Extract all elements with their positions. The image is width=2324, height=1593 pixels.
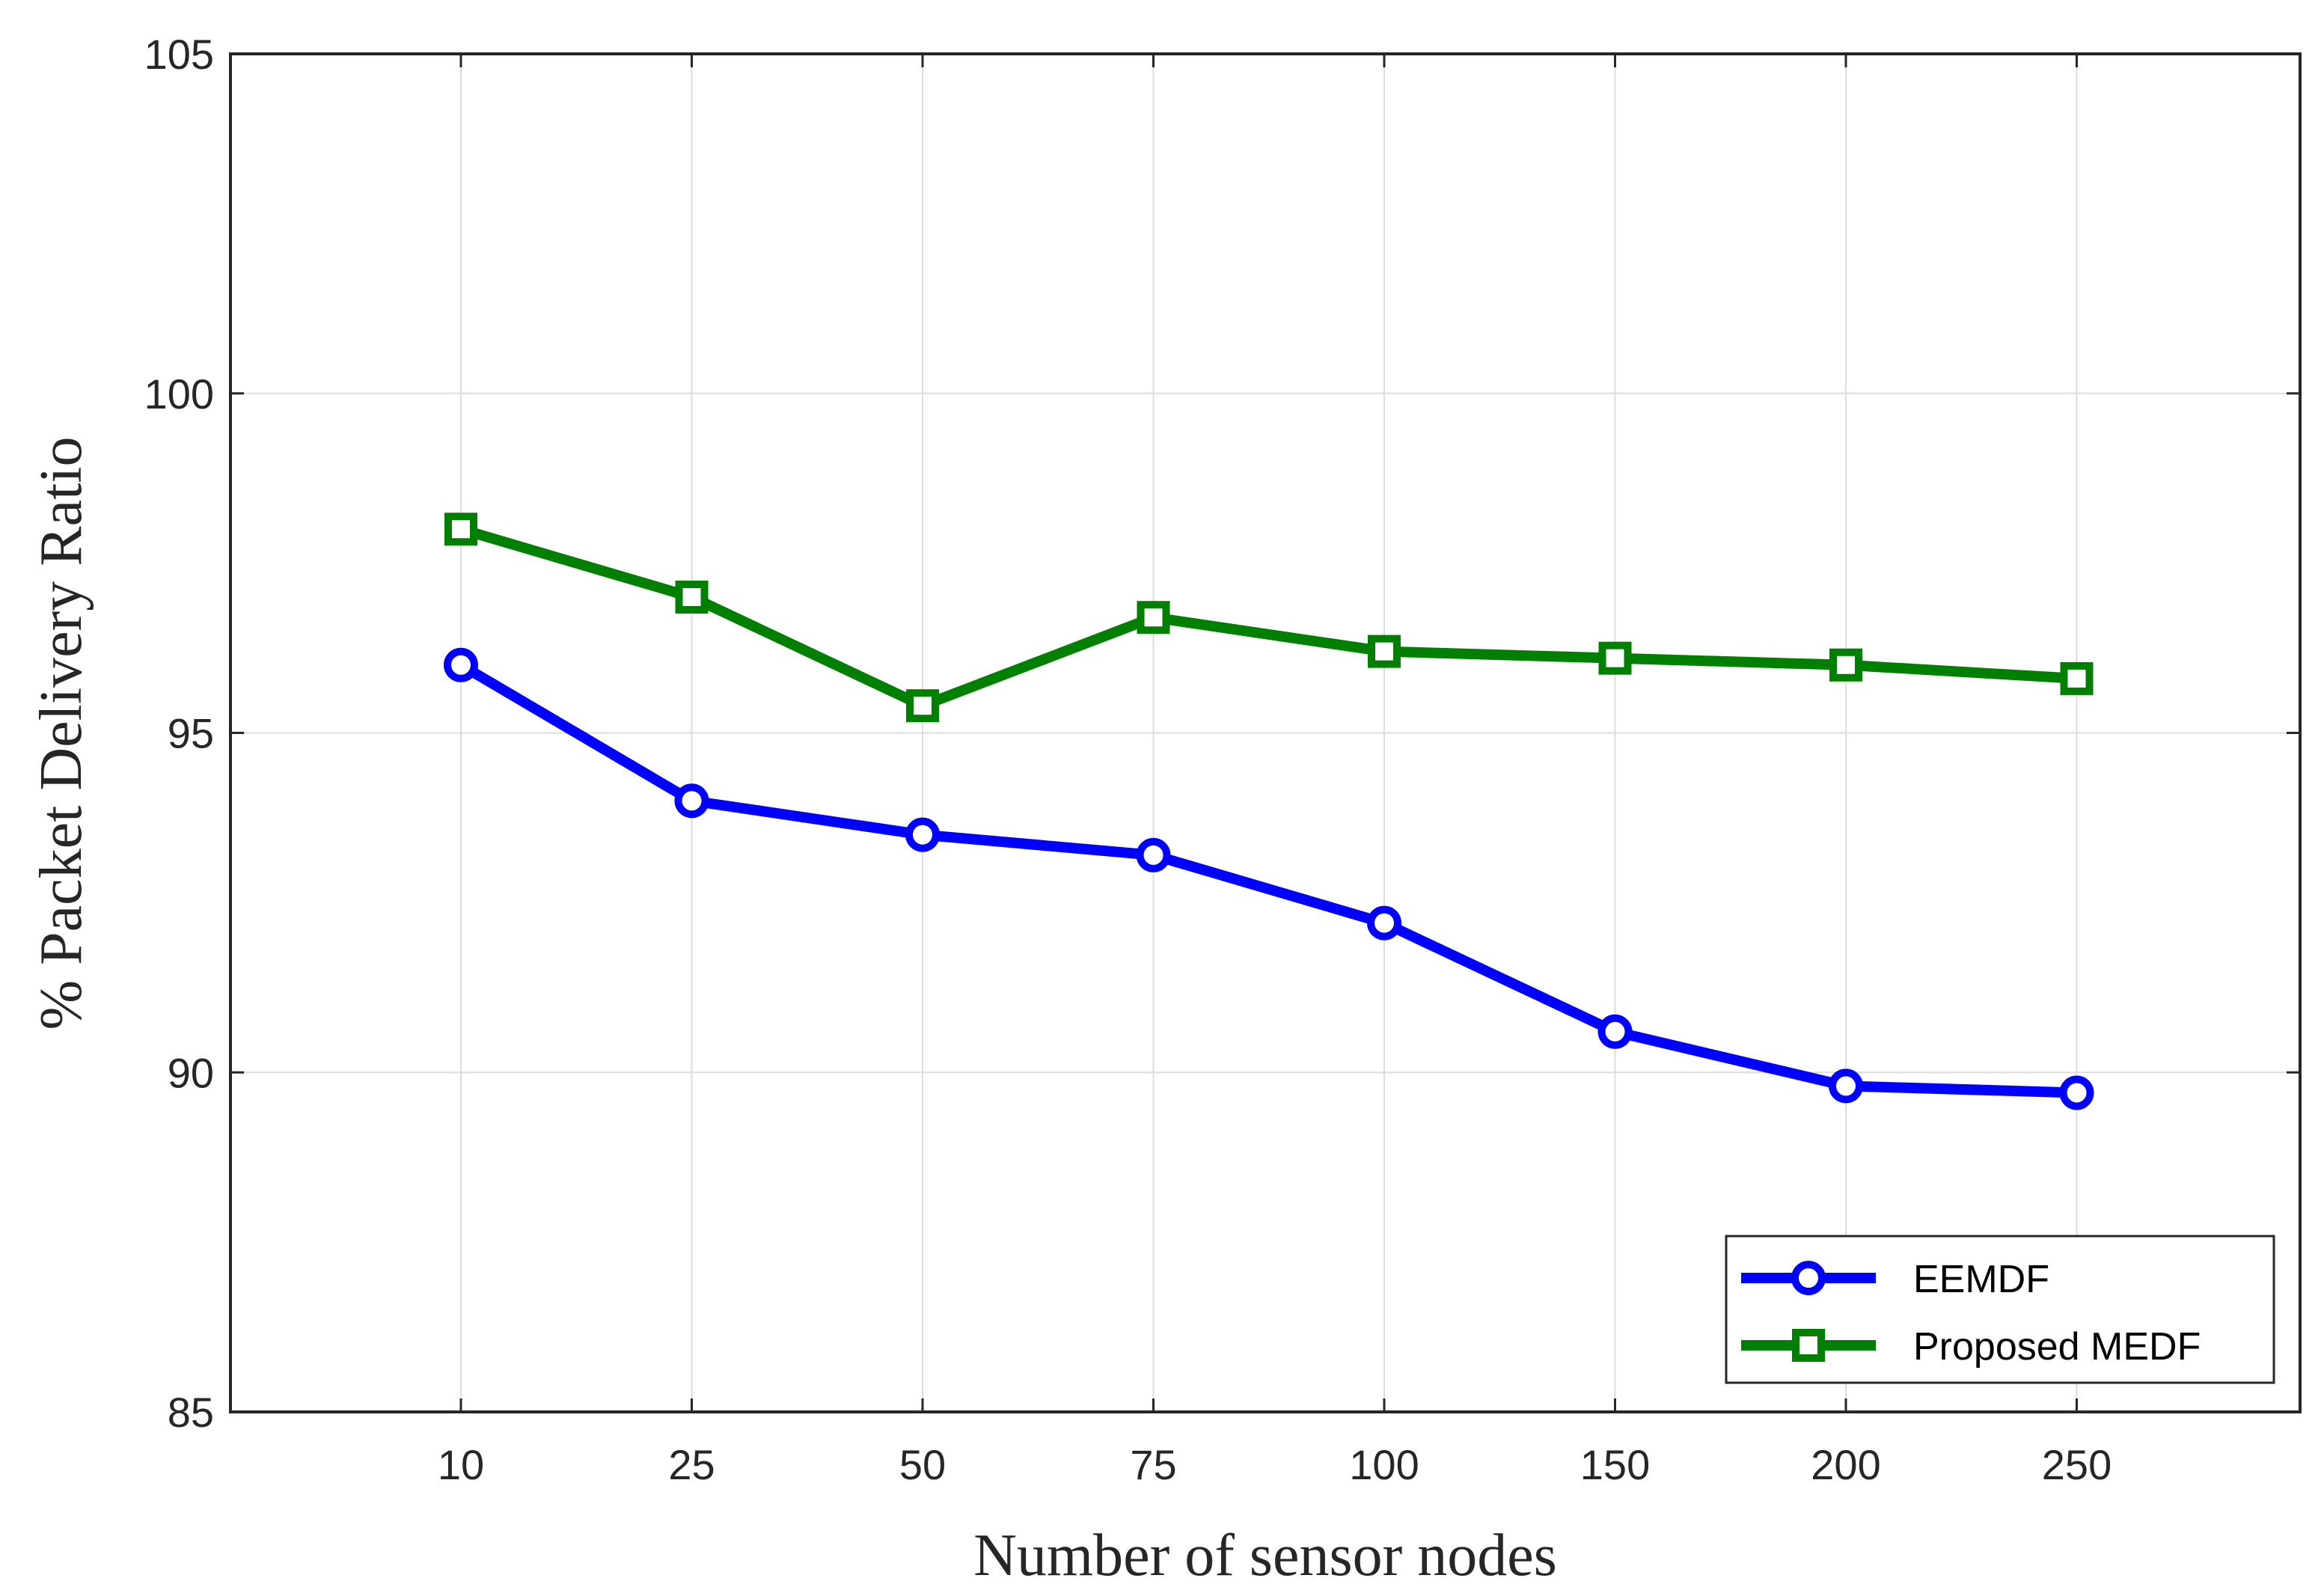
x-tick-label: 25	[668, 1441, 715, 1488]
y-tick-label: 90	[168, 1049, 214, 1096]
x-tick-label: 75	[1130, 1441, 1176, 1488]
y-tick-label: 105	[144, 31, 214, 78]
x-tick-label: 250	[2042, 1441, 2112, 1488]
data-point	[444, 647, 478, 682]
legend-marker	[1791, 1261, 1826, 1295]
data-point	[1368, 635, 1401, 668]
x-tick-label: 50	[899, 1441, 946, 1488]
y-tick-label: 85	[168, 1389, 214, 1436]
series-eemdf	[444, 647, 2094, 1110]
data-point	[2059, 1075, 2094, 1110]
data-point	[1367, 905, 1401, 941]
legend-entry: Proposed MEDF	[1741, 1325, 2201, 1369]
y-tick-label: 100	[144, 370, 214, 418]
x-axis-label: Number of sensor nodes	[973, 1523, 1557, 1589]
series-proposed-medf	[444, 513, 2094, 723]
data-point	[1829, 648, 1862, 682]
legend-label: Proposed MEDF	[1913, 1325, 2201, 1369]
series-line	[459, 524, 2077, 712]
data-point	[674, 783, 709, 819]
data-point	[444, 513, 477, 546]
x-tick-label: 10	[438, 1441, 484, 1488]
y-axis-label: % Packet Delivery Ratio	[28, 436, 94, 1030]
series-line	[458, 660, 2077, 1098]
legend-label: EEMDF	[1913, 1258, 2049, 1301]
x-tick-label: 200	[1811, 1441, 1880, 1488]
legend-entry: EEMDF	[1741, 1258, 2049, 1301]
data-point	[1137, 601, 1170, 635]
series-layer	[444, 513, 2094, 1110]
data-point	[1829, 1068, 1863, 1104]
data-point	[905, 817, 940, 852]
data-point	[1598, 641, 1632, 675]
data-point	[906, 689, 939, 723]
data-point	[675, 581, 709, 614]
data-point	[1136, 837, 1171, 872]
legend: EEMDF Proposed MEDF	[1725, 1235, 2275, 1384]
legend-marker	[1792, 1329, 1825, 1362]
x-tick-label: 100	[1349, 1441, 1419, 1488]
data-point	[2060, 661, 2094, 695]
data-point	[1597, 1014, 1633, 1049]
axis-ticks: 10 25 50 75 100 150 200 250 85 90 95 100 105	[144, 31, 2300, 1488]
grid-lines	[230, 54, 2300, 1412]
x-tick-label: 150	[1580, 1441, 1650, 1488]
y-tick-label: 95	[168, 710, 214, 757]
